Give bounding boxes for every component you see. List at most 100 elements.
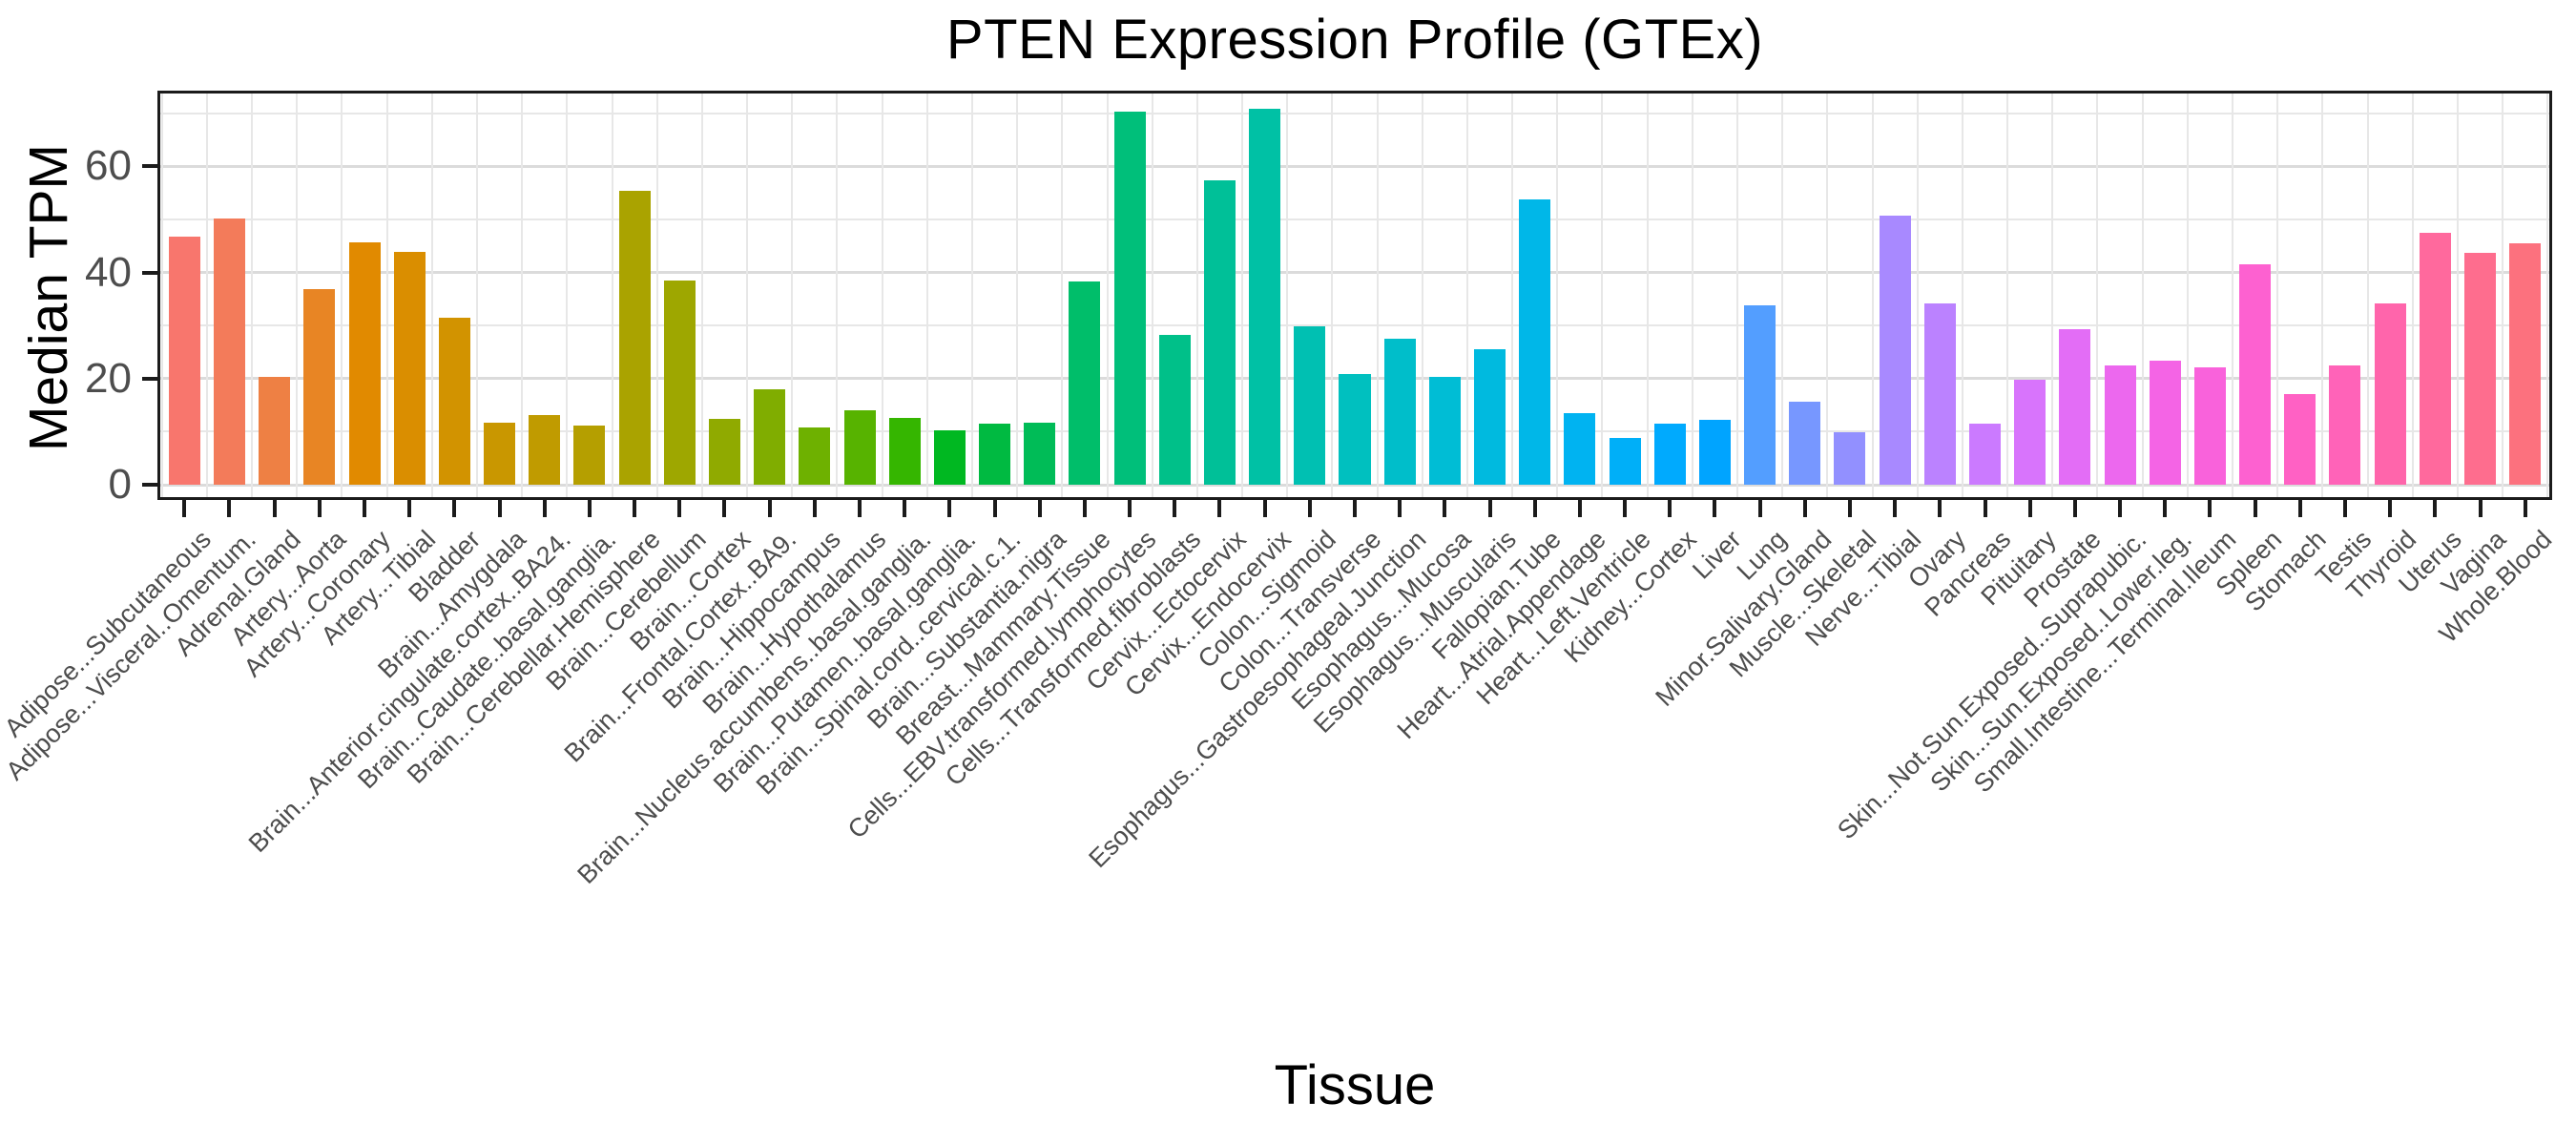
x-tick-mark [2433, 500, 2438, 517]
x-tick-mark [1353, 500, 1357, 517]
x-gridline [1195, 91, 1198, 500]
x-tick-mark [1443, 500, 1447, 517]
x-tick-mark [317, 500, 322, 517]
x-tick-mark [2253, 500, 2257, 517]
x-gridline [2276, 91, 2279, 500]
bar-Bladder [438, 318, 470, 485]
x-gridline [2006, 91, 2009, 500]
x-tick-mark [1037, 500, 1042, 517]
x-gridline [1106, 91, 1109, 500]
bar-Thyroid [2374, 302, 2406, 485]
bar-Pituitary [2014, 379, 2046, 485]
x-gridline [2232, 91, 2234, 500]
y-tick-mark [142, 164, 157, 169]
x-gridline [1736, 91, 1739, 500]
bar-Breast...Mammary.Tissue [1069, 281, 1101, 485]
x-tick-mark [2342, 500, 2347, 517]
x-gridline [881, 91, 883, 500]
bar-Small.Intestine...Terminal.Ileum [2193, 366, 2226, 485]
x-tick-mark [1668, 500, 1672, 517]
x-tick-mark [2072, 500, 2077, 517]
x-gridline [2141, 91, 2144, 500]
bar-Whole.Blood [2509, 243, 2542, 485]
bar-Brain...Spinal.cord..cervical.c.1. [979, 424, 1011, 485]
x-gridline [1916, 91, 1919, 500]
x-tick-mark [947, 500, 952, 517]
x-tick-mark [1893, 500, 1898, 517]
bar-Artery...Tibial [393, 252, 426, 485]
bar-Fallopian.Tube [1519, 198, 1551, 485]
bar-Brain...Putamen..basal.ganglia. [933, 430, 966, 485]
bar-Colon...Sigmoid [1294, 326, 1326, 485]
bar-Brain...Anterior.cingulate.cortex..BA24. [529, 414, 561, 485]
x-gridline [2546, 91, 2549, 500]
x-tick-mark [1398, 500, 1402, 517]
x-tick-mark [227, 500, 232, 517]
y-gridline-50 [157, 219, 2552, 220]
bar-Brain...Cerebellum [663, 281, 696, 485]
x-gridline [296, 91, 299, 500]
x-tick-mark [1307, 500, 1312, 517]
x-gridline [1601, 91, 1604, 500]
y-tick-mark [142, 483, 157, 487]
x-tick-mark [1847, 500, 1852, 517]
bar-Colon...Transverse [1339, 373, 1371, 485]
x-tick-mark [992, 500, 997, 517]
bar-Brain...Hypothalamus [843, 409, 876, 485]
x-tick-mark [1802, 500, 1807, 517]
x-gridline [160, 91, 163, 500]
x-gridline [611, 91, 613, 500]
x-gridline [205, 91, 208, 500]
bar-Pancreas [1969, 423, 2002, 485]
bar-Muscle...Skeletal [1834, 431, 1866, 485]
y-tick-label: 0 [108, 461, 132, 508]
x-gridline [2366, 91, 2369, 500]
x-gridline [1871, 91, 1874, 500]
bar-Skin...Sun.Exposed..Lower.leg. [2149, 361, 2181, 485]
x-tick-mark [1983, 500, 1987, 517]
x-tick-label: Liver [1687, 525, 1747, 585]
x-gridline [2051, 91, 2054, 500]
x-tick-mark [1128, 500, 1132, 517]
x-gridline [746, 91, 749, 500]
x-tick-mark [363, 500, 367, 517]
x-tick-mark [2523, 500, 2527, 517]
x-tick-mark [2027, 500, 2032, 517]
x-tick-mark [2297, 500, 2302, 517]
x-gridline [1241, 91, 1244, 500]
bar-Brain...Nucleus.accumbens..basal.ganglia. [888, 417, 921, 485]
x-tick-mark [633, 500, 637, 517]
bar-Spleen [2239, 263, 2272, 485]
x-gridline [521, 91, 524, 500]
x-gridline [836, 91, 839, 500]
x-gridline [2321, 91, 2324, 500]
x-tick-mark [2478, 500, 2483, 517]
x-tick-mark [542, 500, 547, 517]
x-tick-mark [1532, 500, 1537, 517]
y-tick-mark [142, 270, 157, 275]
bar-Heart...Left.Ventricle [1609, 437, 1641, 485]
y-gridline-40 [157, 271, 2552, 275]
bar-Testis [2329, 364, 2361, 485]
x-tick-mark [2208, 500, 2212, 517]
bar-Esophagus...Gastroesophageal.Junction [1383, 338, 1416, 485]
x-tick-mark [2118, 500, 2123, 517]
bar-Brain...Substantia.nigra [1024, 422, 1056, 485]
bar-Esophagus...Muscularis [1474, 349, 1506, 485]
bar-Cells...Transformed.fibroblasts [1158, 334, 1191, 485]
x-gridline [1826, 91, 1829, 500]
x-gridline [1691, 91, 1693, 500]
x-tick-mark [2388, 500, 2393, 517]
bar-Esophagus...Mucosa [1428, 377, 1461, 485]
x-tick-mark [272, 500, 277, 517]
y-gridline-70 [157, 112, 2552, 114]
x-gridline [791, 91, 794, 500]
x-tick-mark [2163, 500, 2168, 517]
x-gridline [430, 91, 433, 500]
x-gridline [1376, 91, 1379, 500]
x-tick-mark [858, 500, 862, 517]
x-tick-mark [1577, 500, 1582, 517]
x-gridline [1421, 91, 1423, 500]
x-tick-mark [182, 500, 187, 517]
